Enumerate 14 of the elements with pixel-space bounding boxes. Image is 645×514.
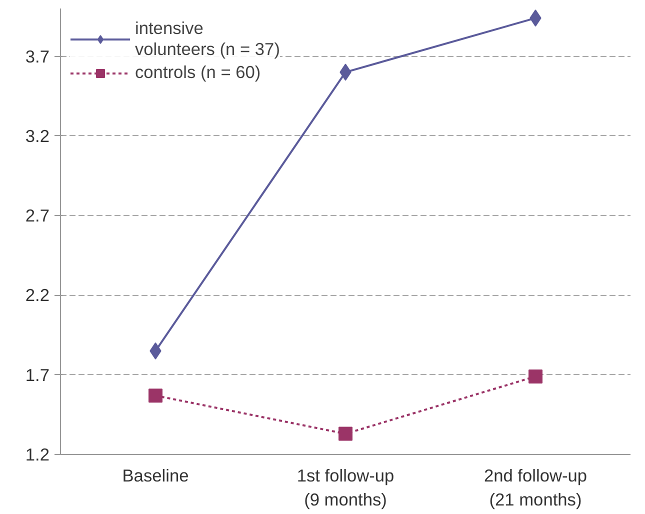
y-tick-label: 3.2 (25, 126, 50, 146)
x-tick-label: 1st follow-up (9 months) (296, 466, 394, 510)
y-tick-label: 2.2 (25, 285, 50, 306)
legend-label: controls (n = 60) (135, 62, 261, 83)
point (148, 388, 162, 403)
point (528, 369, 542, 384)
legend-label: intensive volunteers (n = 37) (135, 18, 280, 60)
x-tick-label: Baseline (122, 466, 189, 486)
y-tick-label: 1.7 (25, 364, 50, 385)
y-tick-label: 2.7 (25, 206, 50, 226)
point (338, 426, 352, 441)
y-tick-label: 1.2 (25, 444, 50, 464)
x-tick-label: 2nd follow-up (21 months) (484, 466, 588, 510)
y-tick-label: 3.7 (25, 46, 50, 66)
